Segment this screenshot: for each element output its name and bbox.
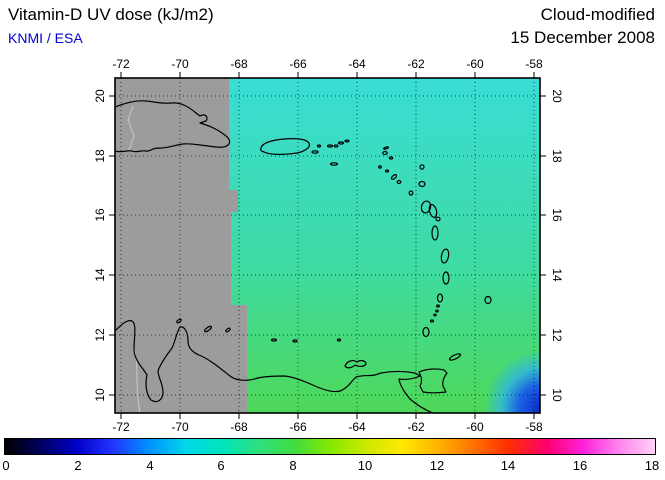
colorbar-labels: 0 2 4 6 8 10 12 14 16 18 [2,458,660,476]
lon-tick-label: -66 [289,420,307,434]
colorbar-tick-label: 8 [289,458,297,473]
lat-tick-label: 12 [550,328,564,342]
lat-tick-label: 14 [93,268,107,282]
lon-tick-label: -64 [348,57,366,71]
lon-tick-label: -70 [171,420,189,434]
lon-tick-label: -68 [230,57,248,71]
lon-tick-label: -64 [348,420,366,434]
credit-label: KNMI / ESA [8,30,83,46]
axis-labels: -72 -70 -68 -66 -64 -62 -60 -58 -72 -70 … [93,57,564,434]
axis-ticks [109,72,546,419]
nodata-region [115,78,247,413]
lon-tick-label: -70 [171,57,189,71]
lat-tick-label: 18 [93,149,107,163]
lon-tick-label: -60 [466,57,484,71]
lon-tick-label: -58 [525,57,543,71]
lon-tick-label: -62 [407,57,425,71]
lat-tick-label: 18 [550,149,564,163]
colorbar-tick-label: 14 [500,458,516,473]
low-dose-blob [484,350,540,413]
lon-tick-label: -68 [230,420,248,434]
lon-tick-label: -66 [289,57,307,71]
lat-tick-label: 14 [550,268,564,282]
lat-tick-label: 10 [93,388,107,402]
lat-tick-label: 10 [550,388,564,402]
coastlines [115,100,492,413]
colorbar-tick-label: 4 [146,458,154,473]
lon-tick-label: -72 [112,57,130,71]
date-label: 15 December 2008 [510,28,655,47]
colorbar-tick-label: 0 [2,458,10,473]
page-title: Vitamin-D UV dose (kJ/m2) [8,5,214,24]
lat-tick-label: 12 [93,328,107,342]
colorbar [4,438,656,455]
lon-tick-label: -58 [525,420,543,434]
lon-tick-label: -62 [407,420,425,434]
country-borders [127,105,141,413]
map-frame [114,77,541,414]
mode-label: Cloud-modified [540,5,655,24]
lat-tick-label: 16 [93,208,107,222]
colorbar-tick-label: 2 [74,458,82,473]
colorbar-gradient [5,439,655,454]
colorbar-tick-label: 16 [572,458,588,473]
lon-tick-label: -72 [112,420,130,434]
lat-tick-label: 16 [550,208,564,222]
colorbar-tick-label: 12 [429,458,445,473]
colorbar-tick-label: 6 [217,458,225,473]
gridlines [115,78,540,413]
colorbar-tick-label: 18 [644,458,660,473]
lat-tick-label: 20 [93,89,107,103]
lat-tick-label: 20 [550,89,564,103]
colorbar-tick-label: 10 [357,458,373,473]
lon-tick-label: -60 [466,420,484,434]
